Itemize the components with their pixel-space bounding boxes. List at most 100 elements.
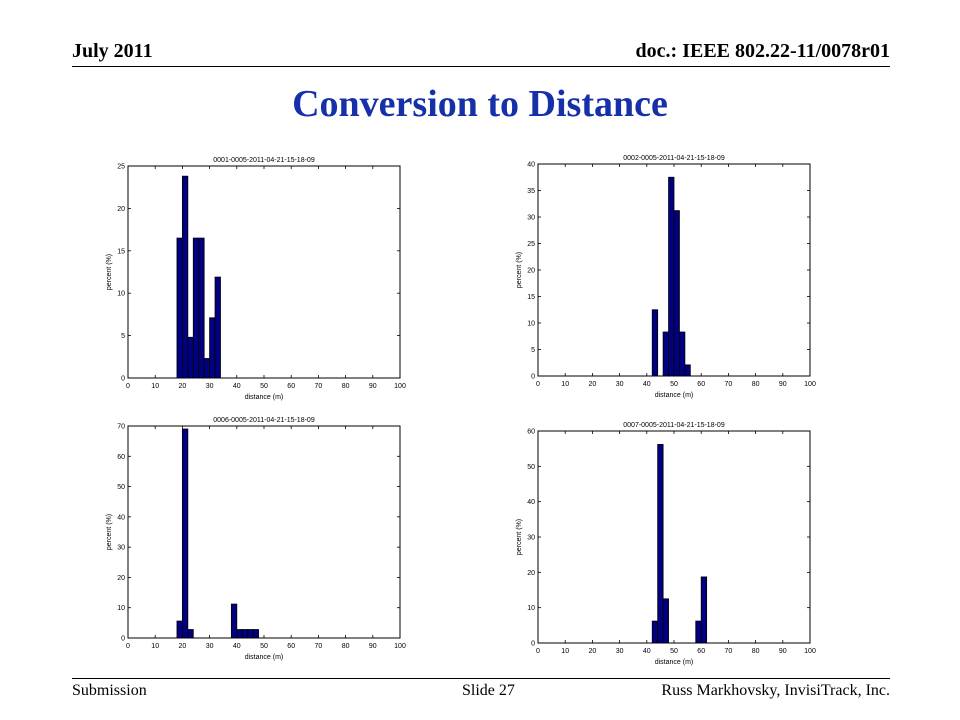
histogram-bar [662,331,669,377]
x-tick-label: 50 [670,381,678,388]
x-tick-label: 0 [126,383,130,390]
x-axis-label: distance (m) [655,659,694,666]
histogram-bar [214,276,221,379]
histogram-chart-2: 0 10 20 30 40 50 60 70 80 90 100 0 5 10 15 20 25 30 35 40 00… [510,148,840,403]
y-tick-label: 60 [527,429,535,436]
y-tick-label: 25 [117,164,125,171]
x-tick-label: 80 [342,383,350,390]
x-tick-label: 30 [206,643,214,650]
header-rule [72,66,890,67]
histogram-svg-4: 0 10 20 30 40 50 60 70 80 90 100 0 10 20 30 40 50 60 0007-… [516,422,816,666]
histogram-bar [700,576,708,644]
histogram-bar [241,629,249,639]
histogram-bar [182,175,189,379]
header-date: July 2011 [72,40,153,62]
y-tick-label: 30 [117,545,125,552]
x-tick-label: 50 [260,643,268,650]
x-tick-label: 10 [561,648,569,655]
x-tick-label: 40 [233,383,241,390]
y-tick-label: 15 [117,248,125,255]
x-tick-label: 90 [779,381,787,388]
y-tick-label: 50 [117,484,125,491]
x-axis-label: distance (m) [655,392,694,399]
y-tick-label: 20 [527,268,535,275]
x-tick-label: 40 [643,648,651,655]
histogram-bar [203,358,211,379]
footer-rule [72,678,890,679]
x-tick-label: 10 [151,643,159,650]
y-tick-label: 0 [531,374,535,381]
x-tick-label: 10 [561,381,569,388]
y-tick-label: 20 [527,570,535,577]
x-axis-label: distance (m) [245,654,284,661]
x-tick-label: 70 [725,648,733,655]
histogram-bar [236,629,243,639]
histogram-bar [679,331,686,377]
y-tick-label: 40 [117,514,125,521]
y-tick-label: 5 [531,347,535,354]
axes-box [127,165,401,379]
x-axis-label: distance (m) [245,394,284,401]
x-tick-label: 90 [779,648,787,655]
x-tick-label: 20 [589,648,597,655]
y-tick-label: 15 [527,294,535,301]
y-axis-label: percent (%) [516,252,523,288]
y-tick-label: 30 [527,535,535,542]
histogram-svg-3: 0 10 20 30 40 50 60 70 80 90 100 0 10 20 30 40 50 60 70 000… [106,417,406,661]
footer-submission: Submission [72,682,147,699]
y-tick-label: 0 [121,636,125,643]
y-tick-label: 30 [527,215,535,222]
x-tick-label: 90 [369,643,377,650]
x-tick-label: 60 [697,648,705,655]
x-tick-label: 10 [151,383,159,390]
x-tick-label: 20 [179,643,187,650]
x-tick-label: 80 [342,643,350,650]
y-tick-label: 10 [117,291,125,298]
histogram-chart-1: 0 10 20 30 40 50 60 70 80 90 100 0 5 10 15 20 25 0001-000… [100,150,430,405]
y-tick-label: 50 [527,464,535,471]
chart-title: 0007-0005-2011-04-21-15-18-09 [623,422,725,429]
histogram-chart-4: 0 10 20 30 40 50 60 70 80 90 100 0 10 20 30 40 50 60 0007-… [510,415,840,670]
y-axis-label: percent (%) [106,514,113,550]
histogram-bar [695,620,702,644]
x-tick-label: 60 [697,381,705,388]
y-tick-label: 40 [527,499,535,506]
x-tick-label: 20 [179,383,187,390]
x-tick-label: 100 [804,381,816,388]
histogram-bar [684,364,691,377]
x-tick-label: 90 [369,383,377,390]
header-doc-id: doc.: IEEE 802.22-11/0078r01 [635,40,890,62]
histogram-svg-1: 0 10 20 30 40 50 60 70 80 90 100 0 5 10 15 20 25 0001-000… [106,157,406,401]
histogram-bar [247,629,254,639]
y-tick-label: 70 [117,424,125,431]
y-tick-label: 0 [531,641,535,648]
histogram-bar [230,603,238,639]
histogram-bar [187,629,194,639]
histogram-bar [651,309,659,377]
x-tick-label: 100 [394,383,406,390]
histogram-bar [657,444,664,644]
y-tick-label: 35 [527,188,535,195]
y-tick-label: 5 [121,333,125,340]
x-tick-label: 80 [752,648,760,655]
x-tick-label: 30 [616,381,624,388]
y-axis-label: percent (%) [106,254,113,290]
chart-title: 0006-0005-2011-04-21-15-18-09 [213,417,315,424]
x-tick-label: 70 [725,381,733,388]
footer-author: Russ Markhovsky, InvisiTrack, Inc. [661,682,890,699]
histogram-bar [198,237,205,379]
axes-box [537,430,811,644]
histogram-bar [673,210,680,377]
x-tick-label: 40 [643,381,651,388]
histogram-bar [187,336,194,379]
x-tick-label: 70 [315,383,323,390]
x-tick-label: 70 [315,643,323,650]
y-tick-label: 20 [117,575,125,582]
y-tick-label: 60 [117,454,125,461]
x-tick-label: 80 [752,381,760,388]
y-tick-label: 10 [117,605,125,612]
x-tick-label: 100 [804,648,816,655]
histogram-bar [651,620,659,644]
y-tick-label: 25 [527,241,535,248]
histogram-svg-2: 0 10 20 30 40 50 60 70 80 90 100 0 5 10 15 20 25 30 35 40 00… [516,155,816,399]
